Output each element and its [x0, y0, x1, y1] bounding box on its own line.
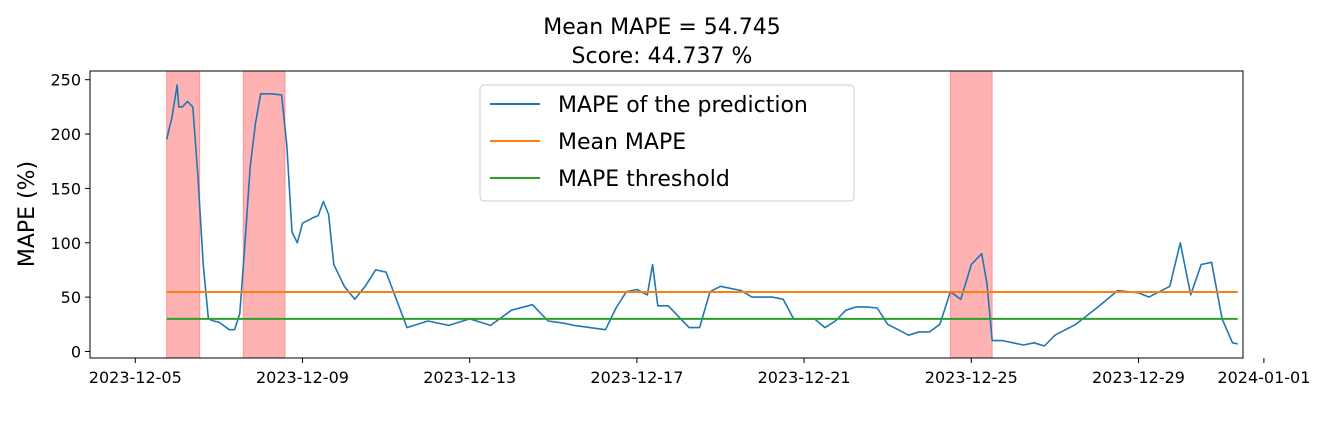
- x-tick-label: 2023-12-21: [758, 368, 851, 387]
- legend: MAPE of the prediction Mean MAPE MAPE th…: [479, 84, 855, 202]
- x-axis: 2023-12-05 2023-12-09 2023-12-13 2023-12-17…: [89, 358, 1310, 387]
- series-layer: [165, 84, 1238, 347]
- x-tick-label: 2024-01-01: [1217, 368, 1310, 387]
- x-tick-label: 2023-12-13: [423, 368, 516, 387]
- y-axis-label: MAPE (%): [15, 161, 40, 267]
- legend-box: [479, 84, 855, 202]
- y-axis: 0 50 100 150 200 250: [50, 71, 90, 361]
- y-tick-label: 50: [61, 288, 81, 307]
- anomaly-band-1: [242, 70, 286, 359]
- anomaly-band-2: [949, 70, 993, 359]
- series-line-prediction: [165, 84, 1238, 347]
- y-tick-label: 200: [50, 125, 81, 144]
- x-tick-label: 2023-12-17: [590, 368, 683, 387]
- x-tick-label: 2023-12-09: [256, 368, 349, 387]
- y-tick-label: 150: [50, 179, 81, 198]
- y-tick-label: 250: [50, 71, 81, 90]
- chart-title: Mean MAPE = 54.745: [543, 15, 781, 40]
- anomaly-band-0: [166, 70, 201, 359]
- y-tick-label: 0: [71, 342, 81, 361]
- legend-label-prediction: MAPE of the prediction: [558, 93, 808, 118]
- x-tick-label: 2023-12-25: [925, 368, 1018, 387]
- plot-frame: [89, 70, 1244, 359]
- y-tick-label: 100: [50, 234, 81, 253]
- x-tick-label: 2023-12-29: [1092, 368, 1185, 387]
- chart-subtitle: Score: 44.737 %: [572, 44, 753, 69]
- legend-label-mean-mape: Mean MAPE: [558, 130, 686, 155]
- legend-label-threshold: MAPE threshold: [558, 167, 730, 192]
- x-tick-label: 2023-12-05: [89, 368, 182, 387]
